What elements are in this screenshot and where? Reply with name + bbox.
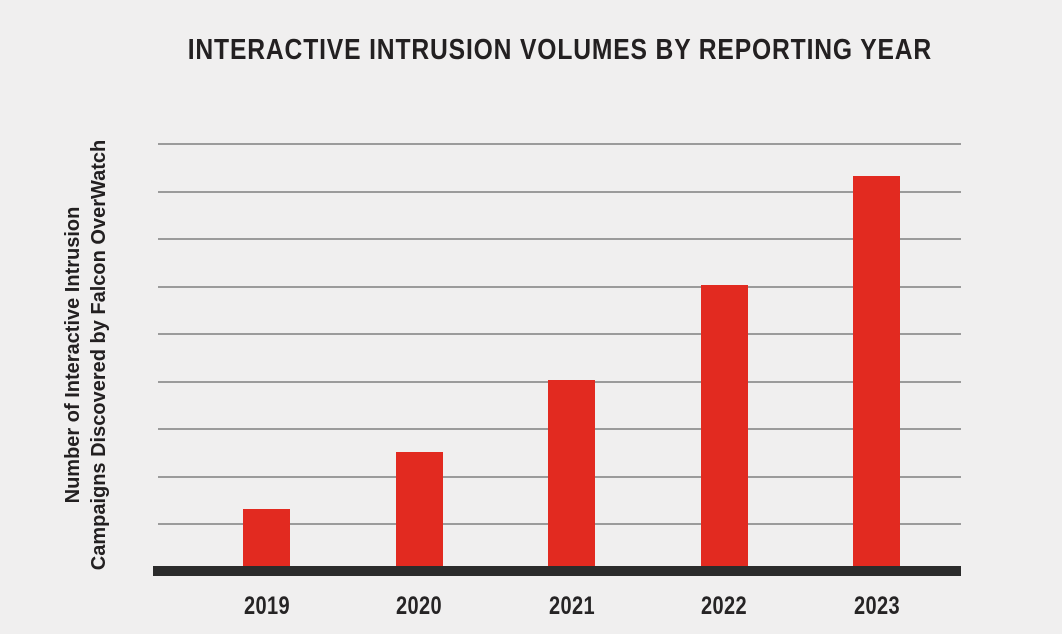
plot-area: 2019 2020 2021 2022 2023: [153, 120, 961, 630]
x-axis-label-2019: 2019: [243, 592, 290, 620]
y-axis-label: Number of Interactive Intrusion Campaign…: [60, 140, 112, 571]
y-axis-label-line1: Number of Interactive Intrusion: [62, 206, 84, 504]
x-axis-label-2023: 2023: [853, 592, 900, 620]
x-axis-label-2022: 2022: [700, 592, 748, 620]
gridline: [158, 333, 961, 335]
gridline: [158, 190, 961, 193]
bar-2021: [548, 380, 595, 566]
x-axis-line: [153, 566, 961, 576]
x-axis-label-2020: 2020: [395, 592, 443, 620]
gridline: [158, 143, 961, 145]
chart-title: INTERACTIVE INTRUSION VOLUMES BY REPORTI…: [187, 34, 933, 66]
y-axis-label-line2: Campaigns Discovered by Falcon OverWatch: [88, 139, 110, 571]
x-axis-label-2021: 2021: [548, 592, 595, 620]
gridline: [158, 285, 961, 288]
bar-2020: [395, 452, 443, 566]
gridline: [158, 238, 961, 240]
bar-2019: [243, 509, 290, 566]
bar-2023: [853, 176, 900, 566]
bar-2022: [700, 285, 748, 566]
